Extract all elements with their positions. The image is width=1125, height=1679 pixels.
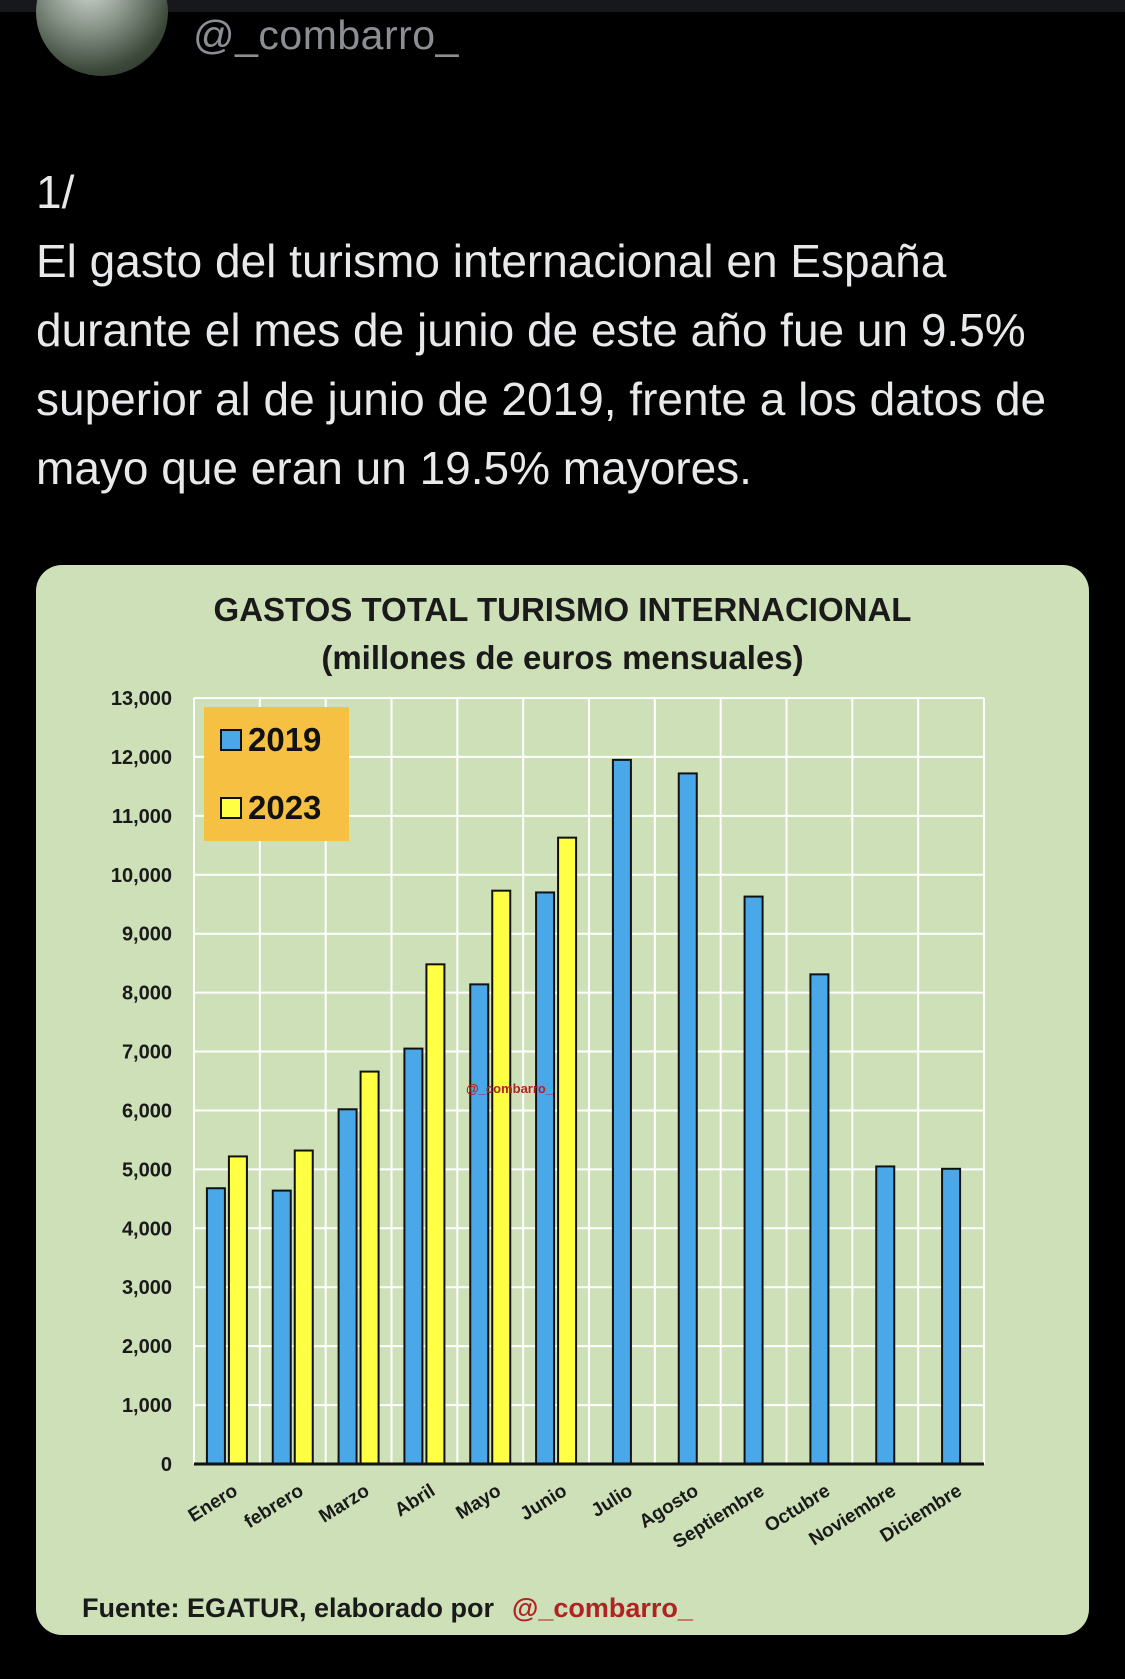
bar-2019 — [469, 983, 490, 1465]
bar-chart: 0 1,000 2,000 3,000 4,000 5,000 6,000 7,000 8,00… — [111, 688, 985, 1553]
tweet-line-body: El gasto del turismo internacional en Es… — [36, 235, 1047, 494]
bar-2023 — [359, 1070, 380, 1465]
y-tick-label: 3,000 — [122, 1277, 172, 1299]
bar-2019 — [743, 895, 764, 1466]
bar-2019 — [337, 1108, 358, 1465]
y-tick-label: 12,000 — [111, 747, 172, 769]
y-tick-label: 13,000 — [111, 688, 172, 710]
bar-2019 — [403, 1047, 424, 1465]
bar-2019 — [611, 758, 632, 1466]
y-tick-label: 0 — [161, 1454, 172, 1476]
bar-2023 — [491, 889, 512, 1465]
bar-2023 — [227, 1155, 248, 1465]
y-tick-label: 10,000 — [111, 865, 172, 887]
legend-label-2023: 2023 — [248, 789, 322, 826]
x-tick-label: Mayo — [453, 1480, 505, 1524]
x-tick-label: febrero — [241, 1480, 308, 1533]
chart-legend: 2019 2023 — [204, 707, 349, 841]
x-tick-label: Abril — [391, 1480, 439, 1521]
x-tick-label: Enero — [185, 1480, 242, 1526]
tweet-text: 1/ El gasto del turismo internacional en… — [36, 158, 1096, 503]
source-credit: @_combarro_ — [512, 1593, 693, 1623]
tweet-line-thread-number: 1/ — [36, 166, 75, 218]
y-tick-label: 1,000 — [122, 1395, 172, 1417]
bar-2019 — [809, 973, 830, 1465]
bar-2019 — [205, 1187, 226, 1465]
y-tick-label: 9,000 — [122, 924, 172, 946]
legend-swatch-2023 — [220, 797, 242, 819]
y-tick-label: 5,000 — [122, 1159, 172, 1181]
bar-2019 — [535, 891, 556, 1465]
user-handle[interactable]: @_combarro_ — [193, 12, 459, 58]
x-tick-label: Junio — [517, 1480, 571, 1525]
legend-item-2019: 2019 — [220, 721, 321, 759]
top-bar — [0, 0, 1125, 12]
bar-2019 — [941, 1167, 962, 1466]
chart-subtitle: (millones de euros mensuales) — [321, 639, 804, 676]
chart-image[interactable]: 0 1,000 2,000 3,000 4,000 5,000 6,000 7,000 8,00… — [36, 565, 1089, 1635]
y-tick-label: 8,000 — [122, 983, 172, 1005]
bar-2023 — [425, 963, 446, 1465]
y-tick-label: 4,000 — [122, 1218, 172, 1240]
legend-item-2023: 2023 — [220, 789, 321, 827]
bar-2023 — [557, 836, 578, 1465]
bar-2019 — [677, 772, 698, 1466]
y-tick-label: 6,000 — [122, 1100, 172, 1122]
bar-2019 — [875, 1165, 896, 1465]
legend-label-2019: 2019 — [248, 721, 322, 758]
chart-title: GASTOS TOTAL TURISMO INTERNACIONAL — [213, 591, 912, 628]
source-label: Fuente: EGATUR, elaborado por — [82, 1593, 495, 1623]
avatar[interactable] — [36, 0, 168, 76]
y-tick-label: 2,000 — [122, 1336, 172, 1358]
y-tick-label: 11,000 — [112, 806, 172, 828]
chart-source: Fuente: EGATUR, elaborado por @_combarro_ — [82, 1593, 693, 1624]
legend-swatch-2019 — [220, 729, 242, 751]
chart-watermark: @_combarro_ — [466, 1081, 554, 1096]
x-tick-label: Marzo — [316, 1480, 374, 1527]
y-tick-label: 7,000 — [122, 1042, 172, 1064]
bar-2019 — [271, 1189, 292, 1465]
bar-2023 — [293, 1149, 314, 1465]
x-tick-label: Julio — [588, 1480, 637, 1521]
